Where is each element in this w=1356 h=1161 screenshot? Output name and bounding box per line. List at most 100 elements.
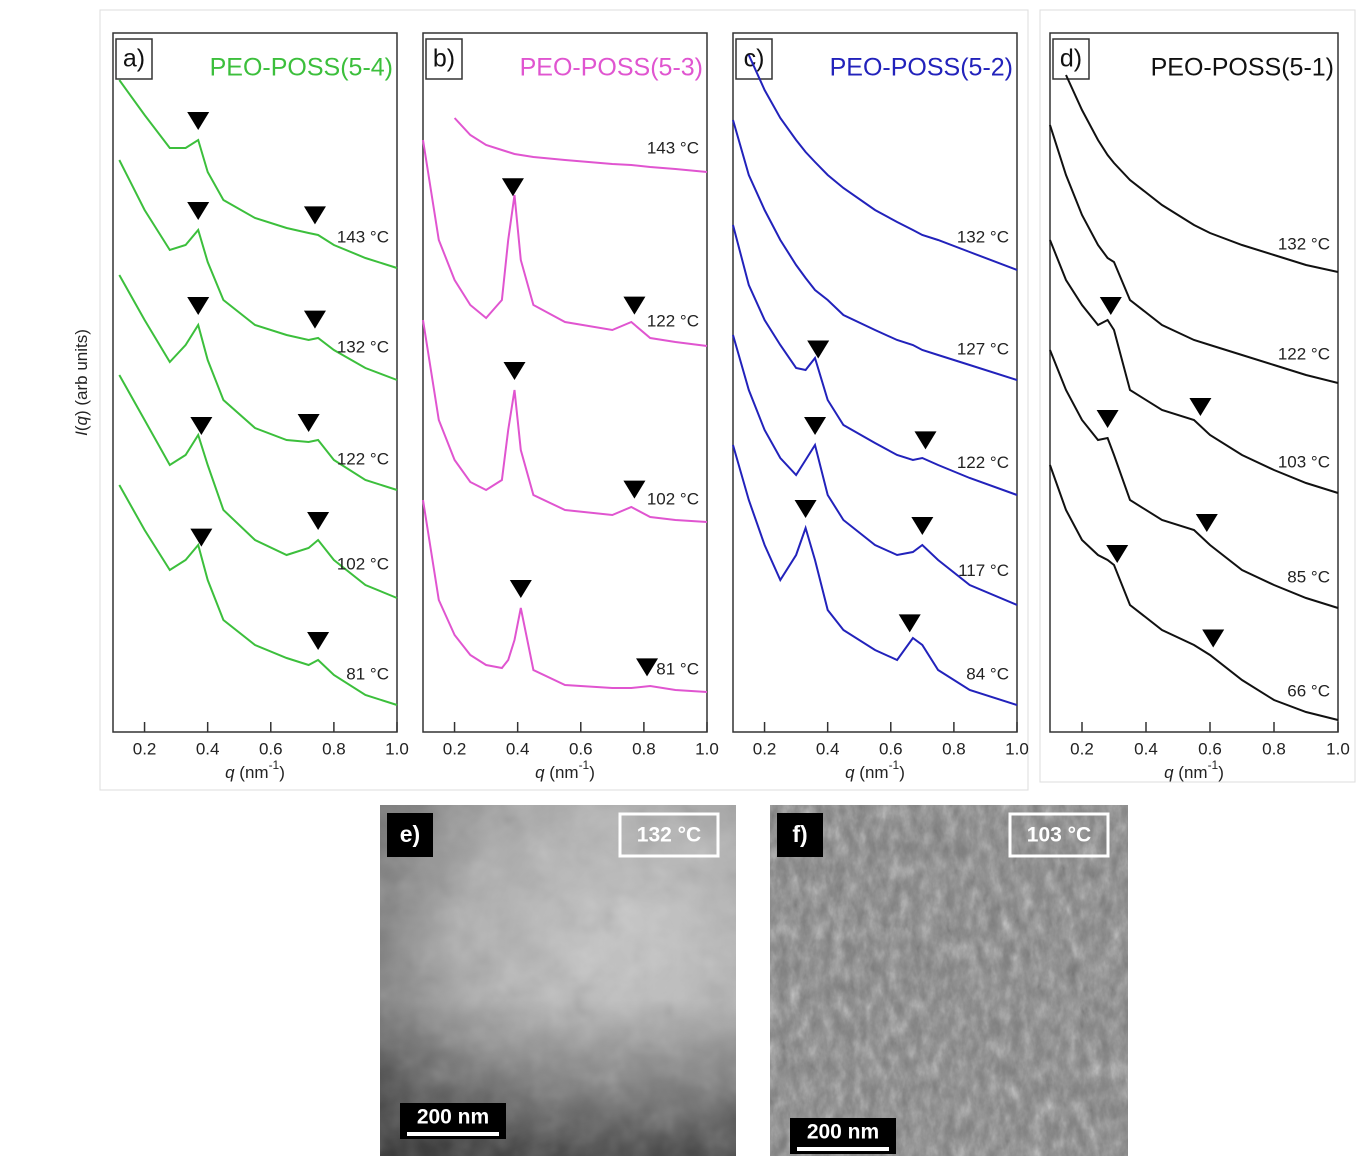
x-tick-label: 0.6	[259, 739, 283, 758]
x-tick-label: 0.8	[942, 739, 966, 758]
temperature-label: 84 °C	[966, 664, 1009, 683]
x-tick-label: 0.4	[506, 739, 530, 758]
x-tick-label: 1.0	[1326, 739, 1350, 758]
curve	[732, 224, 1018, 496]
x-tick-label: 0.2	[753, 739, 777, 758]
peak-marker	[1096, 410, 1119, 428]
y-axis-label: I(q) (arb units)	[72, 329, 91, 436]
temperature-label: 143 °C	[337, 227, 389, 246]
x-axis-label-part: (nm	[1174, 763, 1208, 782]
panel-title: PEO-POSS(5-1)	[1151, 54, 1334, 82]
temperature-label: 117 °C	[958, 561, 1009, 580]
x-tick-label: 0.4	[816, 739, 840, 758]
x-axis-label: q (nm-1)	[225, 758, 285, 782]
panel-tag: d)	[1060, 45, 1082, 73]
tem-image: e) 132 °C 200 nm	[380, 805, 736, 1156]
peak-marker	[187, 297, 210, 315]
panel-tag: b)	[433, 45, 455, 73]
temperature-label: 81 °C	[656, 659, 699, 678]
temperature-box	[1008, 812, 1110, 858]
x-axis-label-part: )	[279, 763, 285, 782]
peak-marker	[794, 500, 817, 518]
curve	[453, 117, 708, 173]
peak-marker	[509, 580, 532, 598]
x-axis-label: q (nm-1)	[535, 758, 595, 782]
curve	[118, 274, 398, 491]
x-tick-label: 0.2	[1070, 739, 1094, 758]
image-tag-box	[387, 813, 433, 857]
curve	[732, 119, 1018, 381]
peak-marker	[501, 178, 524, 197]
x-tick-label: 0.8	[322, 739, 346, 758]
x-axis-label-part: (nm	[855, 763, 889, 782]
x-tick-label: 0.6	[879, 739, 903, 758]
x-tick-label: 0.6	[1198, 739, 1222, 758]
x-axis-label-part: )	[1218, 763, 1224, 782]
x-axis-label-part: q	[1164, 763, 1174, 782]
peak-marker	[911, 517, 934, 535]
temperature-label: 102 °C	[647, 489, 699, 508]
x-axis-label-part: (nm	[545, 763, 579, 782]
curve	[1065, 74, 1339, 273]
panel-tag: a)	[123, 45, 145, 73]
peak-marker	[187, 202, 210, 220]
plot-frame	[422, 32, 708, 733]
panel-title: PEO-POSS(5-3)	[520, 54, 703, 82]
x-axis-label: q (nm-1)	[1164, 758, 1224, 782]
peak-marker	[623, 296, 646, 315]
temperature-box	[618, 812, 720, 858]
temperature-label: 85 °C	[1287, 567, 1330, 586]
peak-marker	[807, 340, 830, 359]
curve	[422, 319, 708, 523]
peak-marker	[190, 417, 213, 435]
plot-frame	[732, 32, 1018, 733]
x-axis-label-part: -1	[579, 758, 590, 772]
panel-tag-box	[425, 38, 463, 80]
peak-marker	[623, 480, 646, 499]
peak-marker	[636, 658, 659, 677]
plot-frame	[1049, 32, 1339, 733]
scale-bar-label: 200 nm	[807, 1121, 879, 1144]
temperature-label: 122 °C	[1278, 344, 1330, 363]
curve	[118, 374, 398, 599]
temperature-label: 122 °C	[957, 453, 1009, 472]
temperature-label: 81 °C	[346, 664, 389, 683]
curve	[1049, 349, 1339, 609]
curve	[422, 499, 708, 693]
curve	[1049, 464, 1339, 721]
temperature-label: 132 °C	[1278, 234, 1330, 253]
peak-marker	[804, 417, 827, 435]
image-tag: f)	[792, 821, 807, 847]
image-temperature: 103 °C	[1027, 824, 1091, 847]
temperature-label: 132 °C	[337, 337, 389, 356]
scale-bar-label: 200 nm	[417, 1106, 489, 1129]
x-axis-label-part: (nm	[235, 763, 269, 782]
x-axis-label-part: q	[845, 763, 855, 782]
panel-tag: c)	[744, 45, 765, 73]
curve	[1049, 239, 1339, 494]
frame	[1039, 9, 1356, 783]
x-tick-label: 0.2	[443, 739, 467, 758]
image-tag: e)	[400, 821, 420, 847]
panel-tag-box	[115, 38, 153, 80]
temperature-label: 127 °C	[957, 339, 1009, 358]
peak-marker	[297, 414, 320, 432]
x-tick-label: 0.4	[1134, 739, 1158, 758]
peak-marker	[190, 528, 213, 547]
x-axis-label-part: -1	[269, 758, 280, 772]
x-tick-label: 1.0	[1005, 739, 1029, 758]
curve	[1049, 124, 1339, 384]
peak-marker	[1106, 545, 1129, 563]
peak-marker	[1195, 514, 1218, 532]
temperature-label: 66 °C	[1287, 681, 1330, 700]
x-tick-label: 0.8	[1262, 739, 1286, 758]
curve	[422, 139, 708, 347]
temperature-label: 132 °C	[957, 227, 1009, 246]
peak-marker	[187, 112, 210, 130]
temperature-label: 122 °C	[647, 311, 699, 330]
x-tick-label: 0.2	[133, 739, 157, 758]
x-axis-label-part: q	[535, 763, 545, 782]
x-axis-label-part: -1	[889, 758, 900, 772]
panel-title: PEO-POSS(5-4)	[210, 54, 393, 82]
